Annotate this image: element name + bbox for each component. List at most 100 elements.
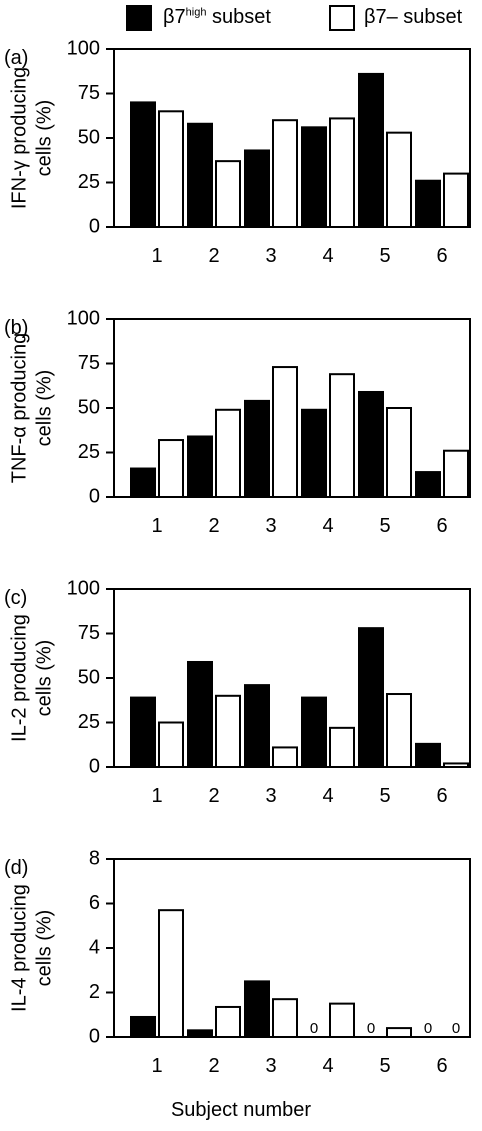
- y-axis-title-line-2: cells (%): [33, 910, 55, 987]
- bar-a-subject5-series2: [386, 131, 412, 228]
- bar-d-subject4-series2: [329, 1002, 355, 1038]
- bar-d-subject2-series2: [215, 1005, 241, 1038]
- legend-swatch-beta7-high: [126, 5, 152, 31]
- panel-a: (a) IFN-γ producing cells (%) 1 2 3 4 5 6 0 25 50 75…: [0, 40, 482, 270]
- bar-a-subject2-series1: [187, 122, 213, 228]
- bar-b-subject3-series2: [272, 366, 298, 499]
- legend-label-prefix: β7: [163, 6, 186, 28]
- bar-b-subject4-series2: [329, 373, 355, 498]
- y-axis-title-line-2: cells (%): [33, 100, 55, 177]
- bar-a-subject3-series1: [244, 149, 270, 228]
- x-tick-label-1: 1: [151, 785, 162, 807]
- y-axis-title-line-2: cells (%): [33, 370, 55, 447]
- legend-label-suffix: subset: [206, 6, 271, 28]
- y-tick-label-a-25: 25: [78, 171, 100, 193]
- bar-b-subject1-series2: [158, 439, 184, 498]
- bar-b-subject5-series1: [358, 390, 384, 498]
- bar-a-subject4-series2: [329, 117, 355, 228]
- zero-label-d-subject4-series1: 0: [310, 1020, 318, 1037]
- y-axis-title-line-1: TNF-α producing: [8, 333, 30, 484]
- x-tick-label-6: 6: [436, 1055, 447, 1077]
- x-tick-label-6: 6: [436, 245, 447, 267]
- y-tick-label-a-50: 50: [78, 126, 100, 148]
- x-tick-label-5: 5: [379, 245, 390, 267]
- x-tick-label-1: 1: [151, 1055, 162, 1077]
- x-tick-label-2: 2: [208, 245, 219, 267]
- x-tick-label-4: 4: [322, 1055, 333, 1077]
- y-tick-label-b-50: 50: [78, 396, 100, 418]
- bar-d-subject2-series1: [187, 1029, 213, 1038]
- y-tick-label-c-25: 25: [78, 711, 100, 733]
- y-tick-label-c-75: 75: [78, 622, 100, 644]
- bar-c-subject4-series2: [329, 726, 355, 768]
- y-tick-label-d-4: 4: [89, 936, 100, 958]
- x-tick-label-4: 4: [322, 245, 333, 267]
- chart-svg-b: (b)TNF-α producing cells (%) 1 2 3 4 5 6 0 25 50 75…: [4, 310, 471, 537]
- chart-svg-d: (d) IL-4 producing cells (%) 1 2 3 4 5 6 0 0 0 0 0 2 4 6…: [4, 850, 471, 1077]
- y-tick-label-d-6: 6: [89, 892, 100, 914]
- y-tick-label-c-100: 100: [67, 580, 100, 599]
- bar-c-subject1-series2: [158, 721, 184, 768]
- x-tick-label-1: 1: [151, 245, 162, 267]
- y-axis-title-line-1: IL-4 producing: [8, 884, 30, 1012]
- legend-label-beta7-high: β7high subset: [163, 6, 271, 29]
- bar-b-subject4-series1: [301, 408, 327, 498]
- bar-a-subject1-series1: [130, 101, 156, 228]
- bar-c-subject3-series1: [244, 684, 270, 768]
- y-axis-title-line-1: IFN-γ producing: [8, 67, 30, 209]
- bar-c-subject4-series1: [301, 696, 327, 768]
- bar-d-subject3-series1: [244, 980, 270, 1038]
- bar-c-subject6-series1: [415, 742, 441, 768]
- bar-a-subject3-series2: [272, 119, 298, 228]
- bar-b-subject1-series1: [130, 467, 156, 499]
- legend-label-beta7-negative: β7– subset: [364, 6, 463, 28]
- panel-label-a: (a): [4, 47, 28, 69]
- bar-a-subject5-series1: [358, 72, 384, 228]
- y-tick-label-b-75: 75: [78, 352, 100, 374]
- y-tick-label-d-8: 8: [89, 850, 100, 869]
- legend-label-superscript: high: [185, 6, 207, 19]
- bar-c-subject2-series1: [187, 660, 213, 768]
- bar-c-subject2-series2: [215, 694, 241, 768]
- x-tick-label-1: 1: [151, 515, 162, 537]
- x-tick-label-6: 6: [436, 515, 447, 537]
- bar-a-subject1-series2: [158, 110, 184, 228]
- bar-a-subject6-series2: [443, 172, 469, 229]
- bar-b-subject5-series2: [386, 407, 412, 498]
- x-tick-label-6: 6: [436, 785, 447, 807]
- y-axis-title-line-1: IL-2 producing: [8, 614, 30, 742]
- y-tick-label-b-100: 100: [67, 310, 100, 329]
- panel-b: (b) TNF-α producing cells (%) 1 2 3 4 5 6 0 25 50 75…: [0, 310, 482, 540]
- bar-d-subject3-series2: [272, 998, 298, 1039]
- chart-svg-a: (a)IFN-γ producing cells (%) 1 2 3 4 5 6 0 25 50 75…: [4, 40, 471, 267]
- bar-b-subject6-series2: [443, 449, 469, 498]
- x-tick-label-3: 3: [265, 1055, 276, 1077]
- x-tick-label-5: 5: [379, 515, 390, 537]
- bar-b-subject3-series1: [244, 399, 270, 498]
- bar-a-subject6-series1: [415, 179, 441, 228]
- zero-label-d-subject6-series2: 0: [452, 1020, 460, 1037]
- y-tick-label-b-0: 0: [89, 485, 100, 507]
- x-tick-label-5: 5: [379, 785, 390, 807]
- panel-d: (d) IL-4 producing cells (%) 1 2 3 4 5 6 0 0 0 0 0 2 4 6…: [0, 850, 482, 1080]
- y-tick-label-d-2: 2: [89, 981, 100, 1003]
- x-tick-label-4: 4: [322, 515, 333, 537]
- x-axis-title: Subject number: [170, 1099, 312, 1121]
- bar-c-subject5-series2: [386, 693, 412, 768]
- bar-a-subject4-series1: [301, 126, 327, 228]
- bar-b-subject6-series1: [415, 471, 441, 499]
- bar-b-subject2-series1: [187, 435, 213, 499]
- zero-label-d-subject6-series1: 0: [424, 1020, 432, 1037]
- x-tick-label-2: 2: [208, 515, 219, 537]
- x-tick-label-4: 4: [322, 785, 333, 807]
- bar-c-subject1-series1: [130, 696, 156, 768]
- bar-d-subject5-series2: [386, 1027, 412, 1039]
- bar-d-subject1-series1: [130, 1015, 156, 1039]
- chart-svg-c: (c) IL-2 producing cells (%) 1 2 3 4 5 6 0 25 50 75 1…: [4, 580, 471, 807]
- bar-c-subject3-series2: [272, 746, 298, 768]
- x-tick-label-3: 3: [265, 245, 276, 267]
- bar-b-subject2-series2: [215, 408, 241, 498]
- y-tick-label-a-0: 0: [89, 215, 100, 237]
- legend-swatch-beta7-negative: [329, 5, 355, 31]
- y-tick-label-c-50: 50: [78, 666, 100, 688]
